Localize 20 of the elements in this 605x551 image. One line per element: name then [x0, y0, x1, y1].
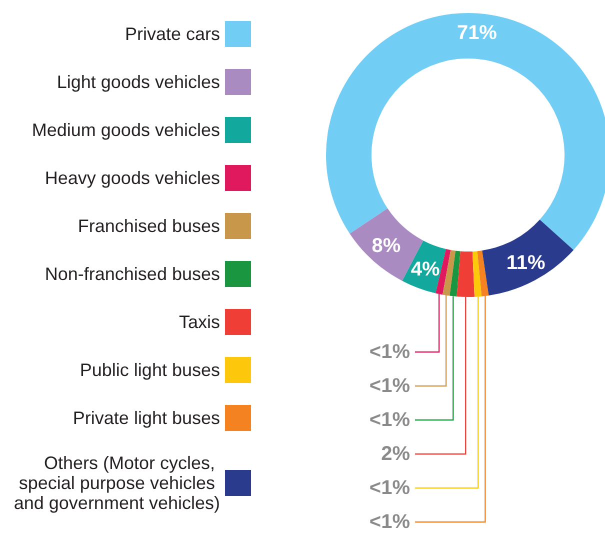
legend-label: Medium goods vehicles: [32, 120, 220, 140]
legend-label: Others (Motor cycles, special purpose vehicles and government vehicles): [14, 453, 220, 513]
legend-label: Private cars: [124, 24, 220, 44]
legend-label: Public light buses: [80, 360, 220, 380]
data-label: 8%: [372, 234, 401, 257]
data-label: 71%: [456, 22, 498, 44]
data-label: <1%: [369, 409, 410, 431]
data-label: 11%: [506, 252, 546, 274]
data-label: 2%: [381, 443, 410, 465]
legend-label: Non-franchised buses: [44, 264, 220, 284]
data-label: <1%: [369, 375, 410, 397]
data-label: <1%: [369, 511, 410, 533]
legend-label: Heavy goods vehicles: [44, 168, 220, 188]
legend-label: Franchised buses: [78, 216, 220, 236]
data-label: <1%: [369, 341, 410, 363]
legend-label: Light goods vehicles: [56, 72, 220, 92]
data-label: 4%: [410, 258, 440, 281]
legend-label: Private light buses: [72, 408, 220, 428]
data-label: <1%: [369, 477, 410, 499]
legend-label: Taxis: [178, 312, 220, 332]
